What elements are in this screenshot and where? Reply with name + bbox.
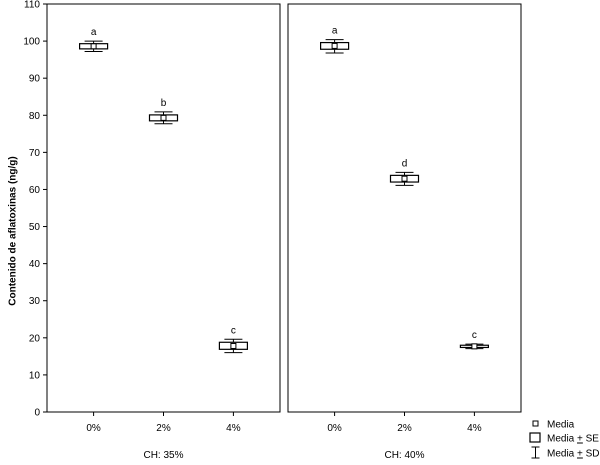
panels: 0 10 20 30 40 50 60 70 80 90 100 110 0% 2% 4% CH: 35% a b… (23, 0, 522, 461)
y-tick-label: 90 (29, 74, 41, 85)
y-tick-label: 40 (29, 259, 41, 270)
panel: 0% 2% 4% CH: 35% a b c (46, 3, 281, 461)
mean-marker (331, 42, 338, 49)
significance-letter: a (332, 26, 338, 37)
x-tick-label: 4% (226, 423, 241, 434)
panel-title: CH: 35% (143, 450, 183, 461)
mean-marker (401, 175, 408, 182)
significance-letter: c (231, 325, 236, 336)
legend-label: Media + SE (547, 434, 599, 445)
x-tick-label: 0% (327, 423, 342, 434)
legend-item-mean: Media (532, 420, 575, 431)
y-tick-label: 20 (29, 333, 41, 344)
mean-marker (160, 114, 167, 121)
y-tick-label: 70 (29, 148, 41, 159)
x-tick-label: 4% (467, 423, 482, 434)
y-tick-label: 30 (29, 296, 41, 307)
legend-mean-icon (532, 420, 539, 427)
x-tick-label: 0% (86, 423, 101, 434)
box-group: d (389, 158, 420, 186)
y-axis-label-group: Contenido de aflatoxinas (ng/g) (8, 156, 19, 305)
legend-item-sd: Media + SD (531, 446, 600, 460)
x-tick-label: 2% (397, 423, 412, 434)
mean-marker (230, 342, 237, 349)
legend-item-se: Media + SE (529, 432, 599, 445)
panel-frame (46, 3, 281, 413)
significance-letter: c (472, 330, 477, 341)
significance-letter: b (161, 98, 167, 109)
x-tick-label: 2% (156, 423, 171, 434)
box-group: b (148, 98, 179, 125)
legend: Media Media + SE Media + SD (529, 420, 600, 460)
legend-se-icon (529, 432, 541, 443)
mean-marker (90, 43, 97, 50)
significance-letter: d (402, 158, 408, 169)
box-group: c (218, 325, 248, 354)
box-group: c (459, 330, 489, 350)
legend-label: Media + SD (547, 449, 600, 460)
mean-marker (471, 343, 478, 350)
y-tick-label: 0 (34, 408, 40, 419)
y-tick-label: 100 (23, 37, 40, 48)
significance-letter: a (91, 27, 97, 38)
legend-label: Media (547, 420, 575, 431)
box-group: a (320, 26, 350, 54)
panel-title: CH: 40% (384, 450, 424, 461)
box-group: a (78, 27, 109, 52)
y-tick-label: 10 (29, 370, 41, 381)
y-tick-label: 110 (24, 0, 40, 11)
y-tick-label: 50 (29, 222, 41, 233)
y-tick-label: 60 (29, 185, 41, 196)
y-axis: 0 10 20 30 40 50 60 70 80 90 100 110 (23, 0, 47, 419)
panel-frame (287, 3, 522, 413)
y-axis-label: Contenido de aflatoxinas (ng/g) (8, 156, 19, 305)
panel: 0% 2% 4% CH: 40% a d c (287, 3, 522, 461)
y-tick-label: 80 (29, 111, 41, 122)
